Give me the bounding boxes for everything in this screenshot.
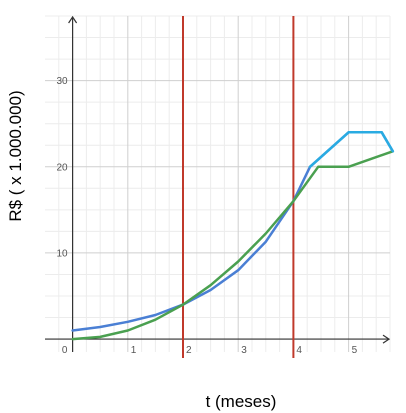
vertical-markers [182,16,295,358]
y-axis-label: R$ ( x 1.000.000) [6,90,25,221]
y-tick-label: 30 [56,76,68,87]
x-tick-label: 5 [352,345,358,356]
series-line [308,131,395,169]
series-line [71,150,395,341]
x-tick-label: 4 [296,345,302,356]
y-tick-label: 20 [56,162,68,173]
tick-labels: 0 1 2 3 4 5 10 20 30 [56,76,357,356]
x-tick-label: 3 [241,345,247,356]
x-axis-arrow-icon [382,334,391,344]
x-tick-label: 0 [62,345,68,356]
x-tick-label: 1 [131,345,137,356]
minor-grid [45,15,391,352]
axes [45,15,391,352]
major-grid [45,16,390,352]
x-tick-label: 2 [186,345,192,356]
y-tick-label: 10 [56,248,68,259]
y-axis-arrow-icon [68,15,78,24]
x-axis-label: t (meses) [206,392,277,411]
series-group [71,131,395,341]
